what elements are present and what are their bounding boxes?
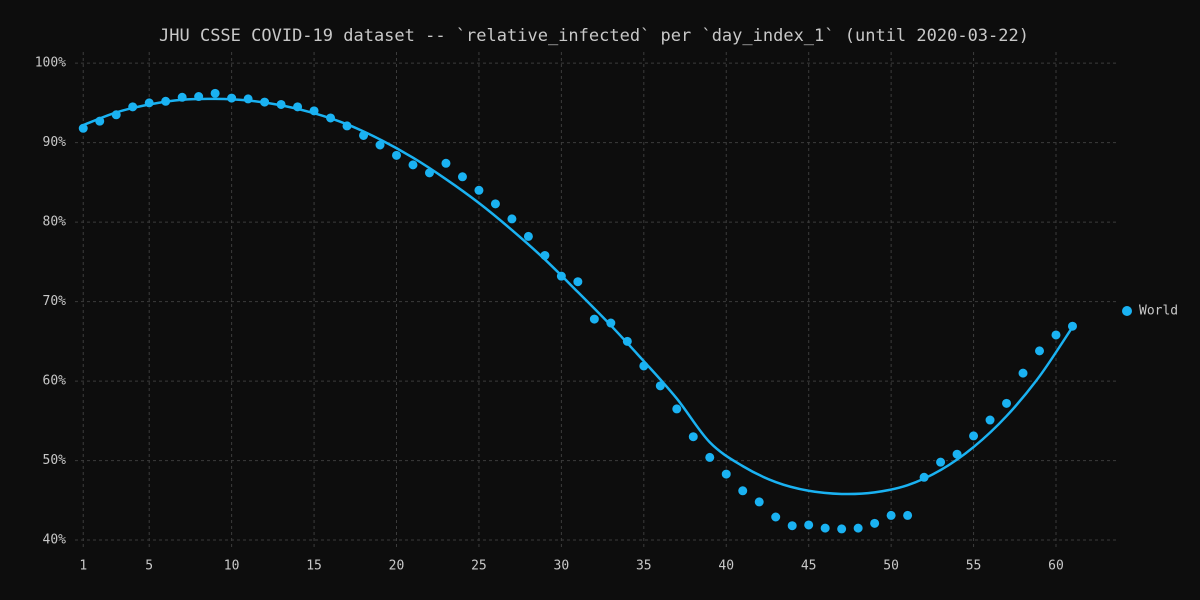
point [836, 523, 848, 535]
point [687, 431, 699, 443]
point [671, 403, 683, 415]
x-tick-label: 25 [471, 559, 487, 574]
point [1050, 329, 1062, 341]
point [506, 213, 518, 225]
x-tick-label: 20 [389, 559, 405, 574]
point [770, 511, 782, 523]
point [522, 230, 534, 242]
y-tick-label: 100% [35, 56, 66, 71]
y-tick-label: 50% [43, 453, 67, 468]
y-tick-label: 40% [43, 533, 67, 548]
y-tick-label: 80% [43, 215, 67, 230]
point [885, 509, 897, 521]
point [984, 414, 996, 426]
x-tick-label: 10 [224, 559, 240, 574]
point [588, 313, 600, 325]
point [456, 171, 468, 183]
y-tick-label: 60% [43, 374, 67, 389]
x-tick-label: 35 [636, 559, 652, 574]
point [803, 519, 815, 531]
x-tick-label: 60 [1048, 559, 1064, 574]
point [869, 517, 881, 529]
point [407, 159, 419, 171]
x-tick-label: 5 [145, 559, 153, 574]
point [704, 451, 716, 463]
legend-marker [1122, 306, 1132, 316]
chart-title: JHU CSSE COVID-19 dataset -- `relative_i… [159, 26, 1029, 46]
point [1034, 345, 1046, 357]
x-tick-label: 55 [966, 559, 982, 574]
x-tick-label: 15 [306, 559, 322, 574]
point [209, 87, 221, 99]
point [473, 184, 485, 196]
point [720, 468, 732, 480]
point [242, 93, 254, 105]
point [572, 276, 584, 288]
x-tick-label: 45 [801, 559, 817, 574]
point [1017, 367, 1029, 379]
y-tick-label: 70% [43, 294, 67, 309]
point [852, 522, 864, 534]
point [786, 520, 798, 532]
point [753, 496, 765, 508]
point [968, 430, 980, 442]
point [605, 317, 617, 329]
point [902, 509, 914, 521]
point [77, 122, 89, 134]
y-tick-label: 90% [43, 135, 67, 150]
point [935, 456, 947, 468]
point [391, 149, 403, 161]
point [440, 157, 452, 169]
point [1001, 397, 1013, 409]
point [1066, 320, 1078, 332]
point [737, 485, 749, 497]
x-tick-label: 50 [883, 559, 899, 574]
x-tick-label: 30 [554, 559, 570, 574]
point [819, 522, 831, 534]
point [489, 198, 501, 210]
trend-line [82, 97, 1074, 496]
legend-label: World [1139, 304, 1178, 319]
x-tick-label: 1 [79, 559, 87, 574]
x-tick-label: 40 [718, 559, 734, 574]
